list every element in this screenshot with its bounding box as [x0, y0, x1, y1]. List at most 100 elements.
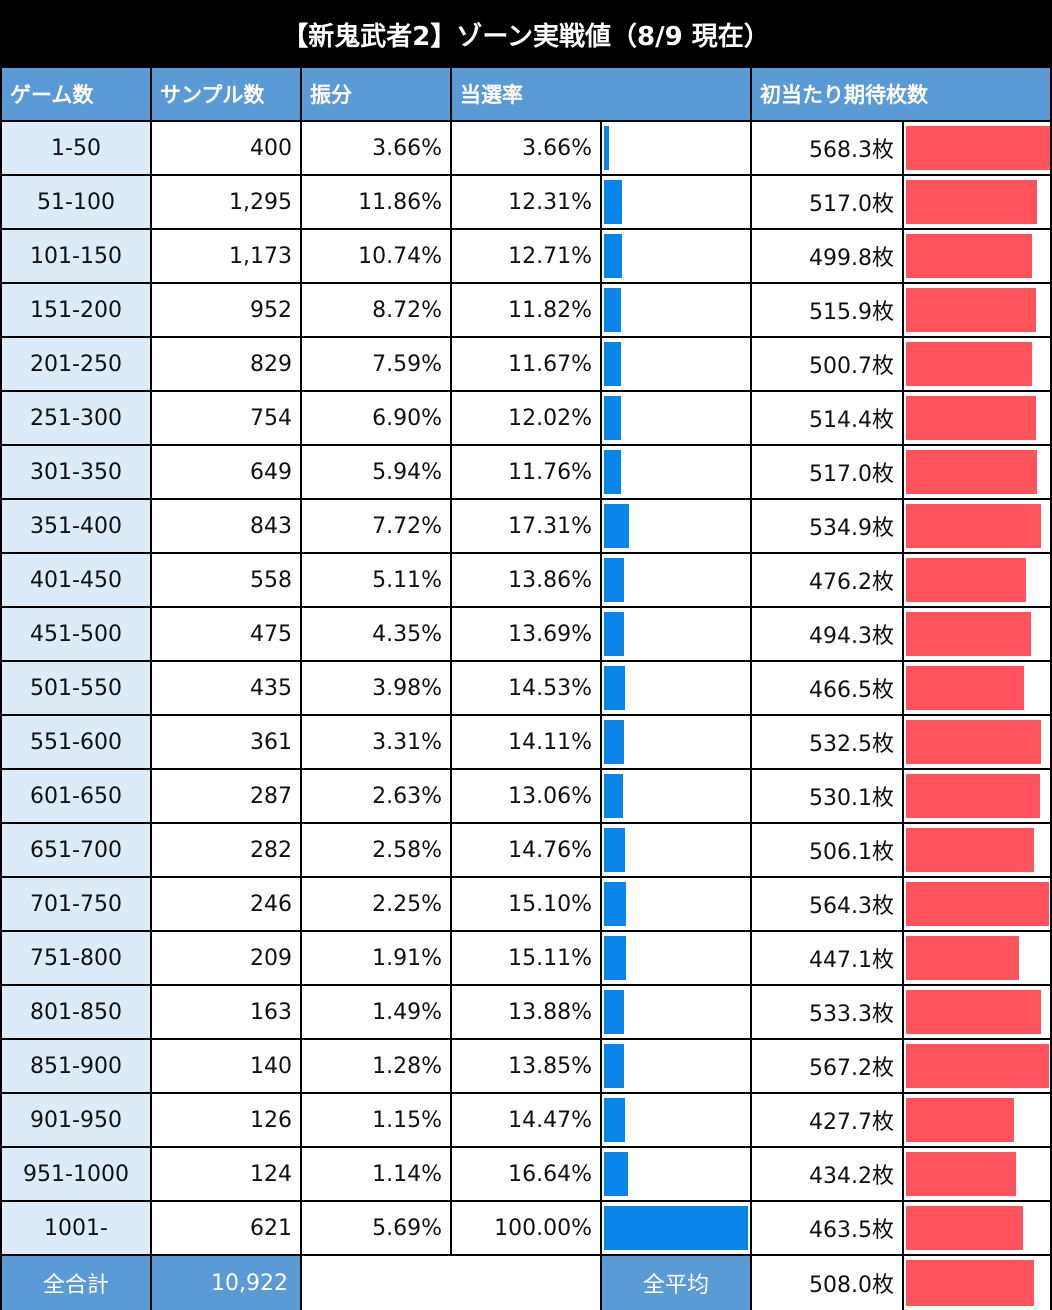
hit-rate-value: 11.82% — [452, 284, 600, 336]
distribution-value: 7.59% — [302, 338, 450, 390]
hit-rate-value: 12.71% — [452, 230, 600, 282]
expected-coins-bar — [906, 180, 1037, 224]
hit-rate-bar-cell — [602, 392, 750, 444]
hit-rate-value: 13.06% — [452, 770, 600, 822]
sample-count: 475 — [152, 608, 300, 660]
hit-rate-bar-cell — [602, 284, 750, 336]
hit-rate-bar-cell — [602, 122, 750, 174]
expected-coins-bar-cell — [904, 446, 1050, 498]
expected-coins-bar-cell — [904, 770, 1050, 822]
hit-rate-bar-cell — [602, 176, 750, 228]
zone-label: 901-950 — [2, 1094, 150, 1146]
distribution-value: 5.69% — [302, 1202, 450, 1254]
hit-rate-value: 13.86% — [452, 554, 600, 606]
hit-rate-bar — [604, 774, 623, 818]
hit-rate-bar — [604, 504, 629, 548]
hit-rate-bar — [604, 1152, 628, 1196]
total-label: 全合計 — [2, 1256, 150, 1310]
expected-coins-bar — [906, 342, 1033, 386]
distribution-value: 1.14% — [302, 1148, 450, 1200]
hit-rate-value: 13.85% — [452, 1040, 600, 1092]
expected-coins-bar — [906, 558, 1027, 602]
sample-count: 126 — [152, 1094, 300, 1146]
expected-coins-value: 466.5枚 — [752, 662, 902, 714]
header-hit-rate: 当選率 — [452, 68, 750, 120]
distribution-value: 1.49% — [302, 986, 450, 1038]
zone-label: 101-150 — [2, 230, 150, 282]
hit-rate-value: 12.31% — [452, 176, 600, 228]
distribution-value: 10.74% — [302, 230, 450, 282]
hit-rate-bar — [604, 450, 621, 494]
hit-rate-bar — [604, 936, 626, 980]
distribution-value: 1.15% — [302, 1094, 450, 1146]
hit-rate-bar-cell — [602, 770, 750, 822]
zone-label: 1-50 — [2, 122, 150, 174]
expected-coins-bar — [906, 1206, 1024, 1250]
expected-coins-bar — [906, 774, 1040, 818]
sample-count: 163 — [152, 986, 300, 1038]
expected-coins-value: 567.2枚 — [752, 1040, 902, 1092]
hit-rate-bar — [604, 1044, 624, 1088]
hit-rate-bar-cell — [602, 1202, 750, 1254]
zone-label: 501-550 — [2, 662, 150, 714]
expected-coins-bar-cell — [904, 338, 1050, 390]
zone-label: 801-850 — [2, 986, 150, 1038]
expected-coins-value: 463.5枚 — [752, 1202, 902, 1254]
expected-coins-value: 568.3枚 — [752, 122, 902, 174]
expected-coins-bar-cell — [904, 608, 1050, 660]
expected-coins-value: 514.4枚 — [752, 392, 902, 444]
zone-label: 1001- — [2, 1202, 150, 1254]
expected-coins-value: 476.2枚 — [752, 554, 902, 606]
hit-rate-bar-cell — [602, 446, 750, 498]
sample-count: 209 — [152, 932, 300, 984]
average-coins: 508.0枚 — [752, 1256, 902, 1310]
hit-rate-value: 16.64% — [452, 1148, 600, 1200]
expected-coins-bar — [906, 1152, 1016, 1196]
expected-coins-bar-cell — [904, 1094, 1050, 1146]
header-expected-coins: 初当たり期待枚数 — [752, 68, 1050, 120]
distribution-value: 1.91% — [302, 932, 450, 984]
expected-coins-value: 530.1枚 — [752, 770, 902, 822]
hit-rate-value: 100.00% — [452, 1202, 600, 1254]
hit-rate-value: 14.76% — [452, 824, 600, 876]
hit-rate-bar-cell — [602, 932, 750, 984]
header-samples: サンプル数 — [152, 68, 300, 120]
distribution-value: 2.25% — [302, 878, 450, 930]
sample-count: 952 — [152, 284, 300, 336]
zone-label: 701-750 — [2, 878, 150, 930]
expected-coins-value: 515.9枚 — [752, 284, 902, 336]
zone-label: 751-800 — [2, 932, 150, 984]
sample-count: 1,295 — [152, 176, 300, 228]
expected-coins-bar — [906, 612, 1031, 656]
sample-count: 649 — [152, 446, 300, 498]
expected-coins-bar-cell — [904, 122, 1050, 174]
expected-coins-bar-cell — [904, 176, 1050, 228]
hit-rate-bar-cell — [602, 1094, 750, 1146]
distribution-value: 5.11% — [302, 554, 450, 606]
expected-coins-bar-cell — [904, 392, 1050, 444]
zone-label: 551-600 — [2, 716, 150, 768]
expected-coins-value: 517.0枚 — [752, 176, 902, 228]
hit-rate-value: 15.10% — [452, 878, 600, 930]
hit-rate-value: 13.69% — [452, 608, 600, 660]
hit-rate-bar — [604, 612, 624, 656]
sample-count: 558 — [152, 554, 300, 606]
hit-rate-bar — [604, 720, 625, 764]
distribution-value: 8.72% — [302, 284, 450, 336]
expected-coins-value: 447.1枚 — [752, 932, 902, 984]
hit-rate-value: 12.02% — [452, 392, 600, 444]
total-samples: 10,922 — [152, 1256, 300, 1310]
expected-coins-bar-cell — [904, 1148, 1050, 1200]
expected-coins-value: 494.3枚 — [752, 608, 902, 660]
zone-label: 151-200 — [2, 284, 150, 336]
sample-count: 754 — [152, 392, 300, 444]
sample-count: 1,173 — [152, 230, 300, 282]
expected-coins-bar — [906, 720, 1041, 764]
distribution-value: 2.63% — [302, 770, 450, 822]
expected-coins-bar — [906, 666, 1024, 710]
zone-label: 251-300 — [2, 392, 150, 444]
sample-count: 140 — [152, 1040, 300, 1092]
zone-label: 201-250 — [2, 338, 150, 390]
expected-coins-bar-cell — [904, 824, 1050, 876]
hit-rate-value: 11.76% — [452, 446, 600, 498]
